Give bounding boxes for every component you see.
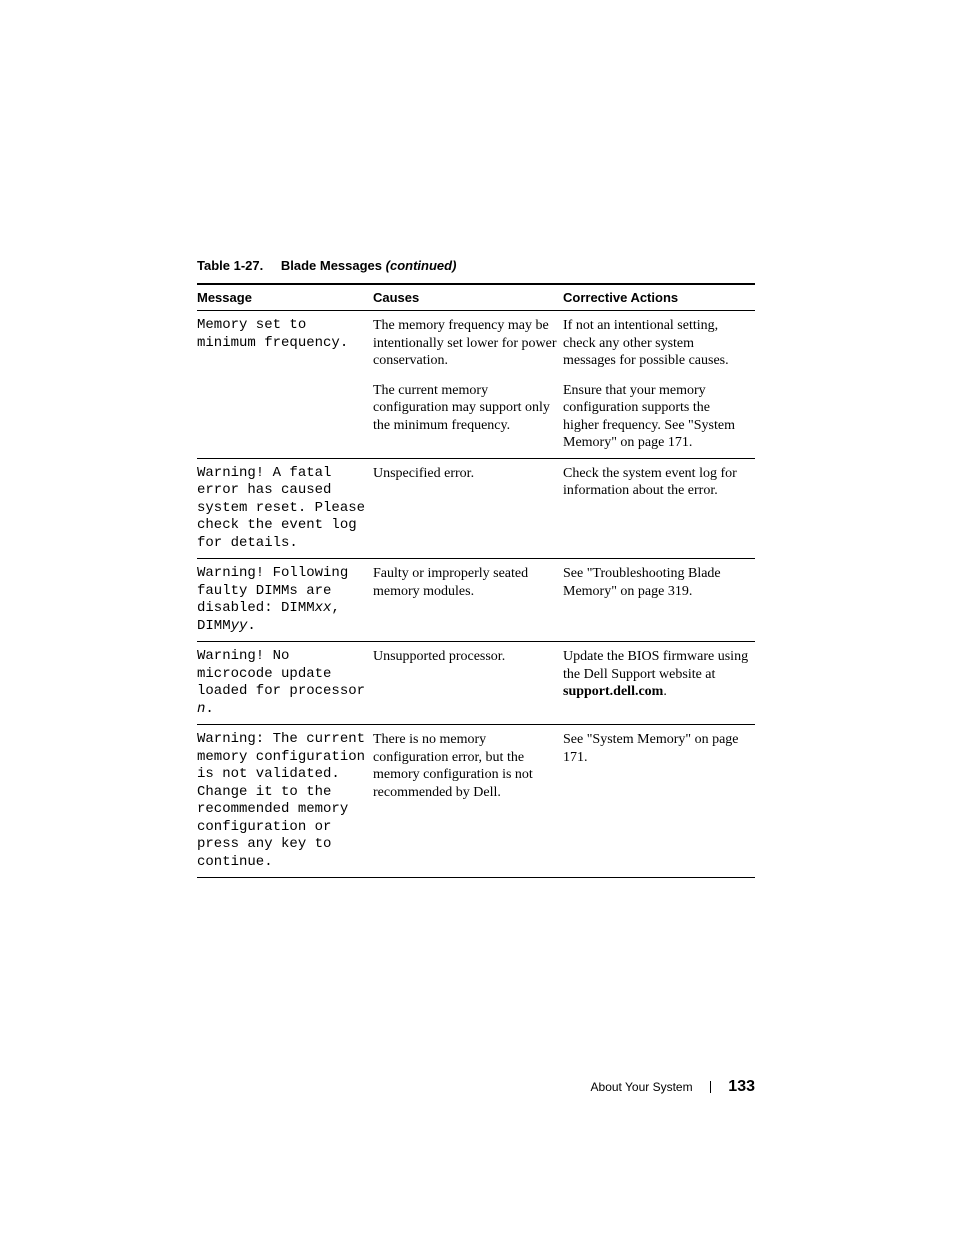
- content-area: Table 1-27. Blade Messages (continued) M…: [197, 258, 755, 878]
- cell-message: Warning! A fatal error has caused system…: [197, 458, 373, 558]
- table-continued: (continued): [386, 258, 457, 273]
- table-header-row: Message Causes Corrective Actions: [197, 284, 755, 311]
- table-row: Memory set to minimum frequency. The mem…: [197, 311, 755, 376]
- cell-action: See "Troubleshooting Blade Memory" on pa…: [563, 559, 755, 642]
- cell-message: Warning: The current memory configuratio…: [197, 725, 373, 878]
- messages-table: Message Causes Corrective Actions Memory…: [197, 283, 755, 878]
- cell-cause: There is no memory configuration error, …: [373, 725, 563, 878]
- col-message: Message: [197, 284, 373, 311]
- footer-inner: About Your System 133: [197, 1078, 755, 1096]
- table-title: Blade Messages (continued): [281, 258, 457, 273]
- cell-action: See "System Memory" on page 171.: [563, 725, 755, 878]
- page-footer: About Your System 133: [197, 1078, 755, 1096]
- table-number: Table 1-27.: [197, 258, 263, 273]
- footer-divider: [710, 1081, 711, 1093]
- cell-message: Warning! Following faulty DIMMs are disa…: [197, 559, 373, 642]
- cell-cause: Faulty or improperly seated memory modul…: [373, 559, 563, 642]
- page: Table 1-27. Blade Messages (continued) M…: [0, 0, 954, 1235]
- cell-cause: The current memory configuration may sup…: [373, 376, 563, 458]
- footer-page-number: 133: [728, 1078, 755, 1095]
- cell-cause: The memory frequency may be intentionall…: [373, 311, 563, 376]
- cell-action: If not an intentional setting, check any…: [563, 311, 755, 376]
- table-row: Warning! Following faulty DIMMs are disa…: [197, 559, 755, 642]
- table-title-text: Blade Messages: [281, 258, 382, 273]
- table-row: Warning: The current memory configuratio…: [197, 725, 755, 878]
- cell-cause: Unspecified error.: [373, 458, 563, 558]
- cell-message: Memory set to minimum frequency.: [197, 311, 373, 458]
- cell-message: Warning! No microcode update loaded for …: [197, 642, 373, 725]
- col-causes: Causes: [373, 284, 563, 311]
- cell-action: Ensure that your memory configuration su…: [563, 376, 755, 458]
- col-actions: Corrective Actions: [563, 284, 755, 311]
- table-row: Warning! A fatal error has caused system…: [197, 458, 755, 558]
- cell-action: Check the system event log for informati…: [563, 458, 755, 558]
- cell-cause: Unsupported processor.: [373, 642, 563, 725]
- table-caption: Table 1-27. Blade Messages (continued): [197, 258, 755, 273]
- footer-section: About Your System: [591, 1080, 693, 1094]
- table-body: Memory set to minimum frequency. The mem…: [197, 311, 755, 878]
- table-row: Warning! No microcode update loaded for …: [197, 642, 755, 725]
- cell-action: Update the BIOS firmware using the Dell …: [563, 642, 755, 725]
